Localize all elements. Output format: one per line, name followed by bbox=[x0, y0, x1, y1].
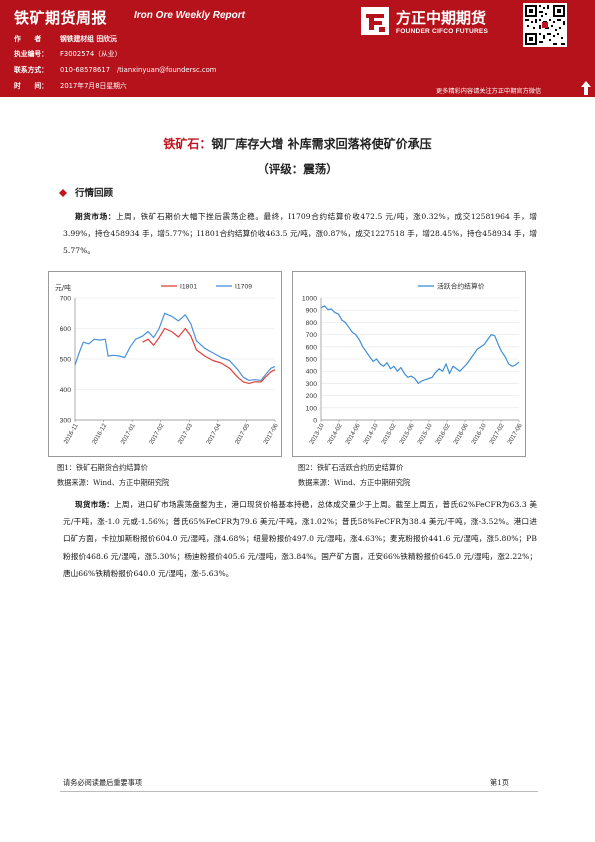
document-rating: （评级：震荡） bbox=[257, 162, 338, 176]
report-header: 铁矿期货周报 Iron Ore Weekly Report 作 者 钢铁建材组 田… bbox=[0, 0, 595, 97]
report-title-en: Iron Ore Weekly Report bbox=[134, 10, 245, 21]
legend-label: I1801 bbox=[180, 284, 197, 291]
chart-futures-settlement: 300 400 500 600 700 2016-11 2016-12 2017-01 2017… bbox=[48, 271, 282, 457]
footer-divider bbox=[60, 791, 538, 792]
arrow-up-icon bbox=[581, 81, 591, 95]
author-label: 作 者 bbox=[14, 35, 42, 43]
x-tick-label: 2014-06 bbox=[344, 422, 362, 446]
y-tick-label: 200 bbox=[306, 393, 318, 400]
report-title: 铁矿期货周报 bbox=[14, 9, 108, 27]
author-row: 作 者 钢铁建材组 田欣沅 bbox=[14, 33, 117, 43]
x-tick-label: 2016-06 bbox=[452, 422, 470, 446]
y-tick-label: 400 bbox=[60, 387, 72, 394]
x-tick-label: 2015-10 bbox=[416, 422, 434, 446]
figure-2-caption: 图2：铁矿石活跃合约历史结算价 bbox=[298, 463, 404, 472]
x-tick-label: 2016-11 bbox=[63, 422, 80, 445]
x-tick-label: 2015-02 bbox=[380, 422, 398, 446]
y-tick-label: 100 bbox=[306, 405, 318, 412]
chart-active-contract: 0 100 200 300 400 500 600 700 800 900 1000 2013-10 2… bbox=[292, 271, 526, 457]
spot-text: 上周，进口矿市场震荡盘整为主，港口现货价格基本持稳，总体成交量少于上周。截至上周… bbox=[63, 500, 537, 578]
qr-caption: 更多精彩内容请关注方正中期官方微信 bbox=[436, 88, 542, 95]
x-tick-label: 2015-06 bbox=[398, 422, 416, 446]
title-main: 钢厂库存大增 补库需求回落将使矿价承压 bbox=[211, 137, 432, 151]
spot-paragraph: 现货市场：上周，进口矿市场震荡盘整为主，港口现货价格基本持稳，总体成交量少于上周… bbox=[63, 496, 537, 582]
x-tick-label: 2017-02 bbox=[148, 422, 166, 446]
futures-text: 上周，铁矿石期价大幅下挫后震荡企稳。最终，I1709合约结算价收472.5 元/… bbox=[63, 212, 537, 256]
series-line-1 bbox=[320, 305, 520, 384]
y-tick-label: 800 bbox=[306, 320, 318, 327]
y-tick-label: 500 bbox=[60, 357, 72, 364]
license-value: F3002574（从业） bbox=[60, 50, 122, 58]
time-value: 2017年7月8日星期六 bbox=[60, 82, 127, 90]
x-tick-label: 2017-06 bbox=[262, 422, 280, 446]
logo-text-cn: 方正中期期货 bbox=[396, 9, 487, 27]
y-tick-label: 400 bbox=[306, 369, 318, 376]
series-line-2 bbox=[74, 312, 276, 381]
legend-label: I1709 bbox=[235, 284, 252, 291]
y-tick-label: 900 bbox=[306, 308, 318, 315]
footer-disclaimer: 请务必阅读最后重要事项 bbox=[63, 778, 143, 787]
y-tick-label: 700 bbox=[60, 296, 72, 303]
document-title: 铁矿石：钢厂库存大增 补库需求回落将使矿价承压 bbox=[0, 135, 595, 152]
x-tick-label: 2016-02 bbox=[434, 422, 452, 446]
section-bullet-icon bbox=[58, 188, 68, 198]
y-tick-label: 600 bbox=[60, 326, 72, 333]
y-tick-label: 300 bbox=[60, 418, 72, 425]
y-tick-label: 1000 bbox=[302, 296, 317, 303]
y-tick-label: 700 bbox=[306, 332, 318, 339]
futures-paragraph: 期货市场：上周，铁矿石期价大幅下挫后震荡企稳。最终，I1709合约结算价收472… bbox=[63, 208, 537, 260]
x-tick-label: 2016-12 bbox=[91, 422, 109, 446]
contact-row: 联系方式： 010-68578617 /tianxinyuan@foundersc… bbox=[14, 64, 216, 74]
x-tick-label: 2014-02 bbox=[326, 422, 344, 446]
figure-1-caption: 图1：铁矿石期货合约结算价 bbox=[57, 463, 148, 472]
contact-value: 010-68578617 /tianxinyuan@foundersc.com bbox=[60, 66, 217, 74]
series-line-1 bbox=[142, 327, 276, 384]
x-tick-label: 2017-06 bbox=[506, 422, 524, 446]
spot-text-prefix: 现货市场： bbox=[75, 500, 114, 509]
x-tick-label: 2017-05 bbox=[234, 422, 252, 446]
logo-text-en: FOUNDER CIFCO FUTURES bbox=[396, 28, 489, 35]
license-row: 执业编号： F3002574（从业） bbox=[14, 48, 121, 58]
contact-label: 联系方式： bbox=[14, 66, 48, 74]
x-tick-label: 2017-04 bbox=[205, 422, 223, 446]
founder-logo-icon bbox=[361, 7, 389, 35]
y-unit-label: 元/吨 bbox=[55, 283, 71, 292]
y-tick-label: 0 bbox=[313, 418, 317, 425]
license-label: 执业编号： bbox=[14, 50, 48, 58]
spot-lead: 现货市场： bbox=[75, 500, 115, 509]
author-value: 钢铁建材组 田欣沅 bbox=[60, 35, 117, 43]
figure-1-source: 数据来源：Wind、方正中期研究院 bbox=[57, 478, 170, 487]
x-tick-label: 2017-03 bbox=[177, 422, 195, 446]
chart-1-svg: 300 400 500 600 700 2016-11 2016-12 2017-01 2017… bbox=[55, 283, 280, 446]
x-tick-label: 2017-02 bbox=[488, 422, 506, 446]
time-row: 时 间： 2017年7月8日星期六 bbox=[14, 80, 127, 90]
title-accent: 铁矿石： bbox=[163, 137, 212, 151]
x-tick-label: 2014-10 bbox=[362, 422, 380, 446]
qr-code-icon bbox=[523, 3, 567, 47]
x-tick-label: 2017-01 bbox=[119, 422, 137, 446]
section-heading: 行情回顾 bbox=[75, 188, 114, 199]
y-tick-label: 500 bbox=[306, 357, 318, 364]
y-tick-label: 600 bbox=[306, 344, 318, 351]
footer-page-number: 第1页 bbox=[490, 778, 509, 787]
time-label: 时 间： bbox=[14, 82, 48, 90]
legend-label: 活跃合约结算价 bbox=[437, 282, 485, 291]
y-tick-label: 300 bbox=[306, 381, 318, 388]
x-tick-label: 2013-10 bbox=[308, 422, 326, 446]
company-logo: 方正中期期货 FOUNDER CIFCO FUTURES bbox=[360, 6, 520, 42]
x-tick-label: 2016-10 bbox=[470, 422, 488, 446]
futures-lead: 期货市场： bbox=[75, 212, 116, 221]
figure-2-source: 数据来源：Wind、方正中期研究院 bbox=[298, 478, 411, 487]
